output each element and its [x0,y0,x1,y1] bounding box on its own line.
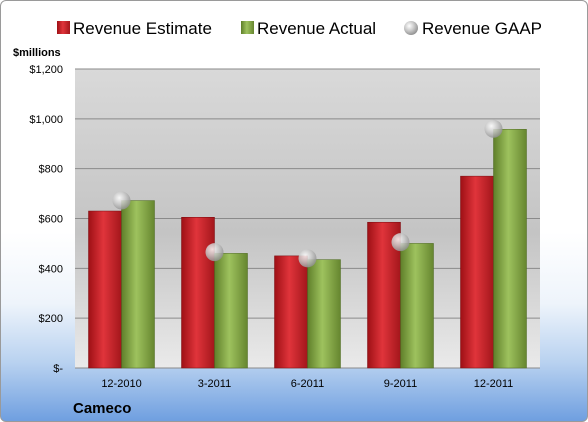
bar-revenue-estimate [181,217,215,369]
marker-revenue-gaap [484,119,503,138]
x-tick-label: 12-2010 [101,378,141,390]
y-tick-label: $- [53,363,63,375]
y-tick-label: $600 [39,214,63,226]
legend-item-revenue-actual: Revenue Actual [241,19,376,38]
legend-item-revenue-estimate: Revenue Estimate [57,19,212,38]
bar-revenue-estimate [88,210,122,369]
x-axis: 12-2010 3-2011 6-2011 9-2011 12-2011 [101,378,513,390]
y-tick-label: $1,000 [29,114,63,126]
legend-swatch-red [57,21,70,34]
y-tick-label: $400 [39,263,63,275]
bar-revenue-actual [400,243,434,369]
y-unit-label: $millions [13,47,61,59]
legend: Revenue Estimate Revenue Actual Revenue … [57,19,542,38]
marker-revenue-gaap [298,249,317,268]
y-tick-label: $200 [39,313,63,325]
legend-swatch-green [241,21,254,34]
legend-label-actual: Revenue Actual [257,19,376,38]
y-tick-label: $1,200 [29,64,63,76]
y-tick-label: $800 [39,164,63,176]
legend-swatch-grey [404,21,418,35]
y-axis: $- $200 $400 $600 $800 $1,000 $1,200 [29,64,63,375]
bar-revenue-estimate [460,175,494,369]
x-tick-label: 9-2011 [384,378,417,390]
bars [88,129,527,369]
marker-revenue-gaap [205,243,224,262]
company-label: Cameco [73,400,131,417]
marker-revenue-gaap [112,191,131,210]
marker-revenue-gaap [391,233,410,252]
bar-revenue-actual [307,259,341,369]
gaap-markers [112,119,503,268]
bar-revenue-estimate [274,255,308,369]
x-tick-label: 6-2011 [291,378,324,390]
bar-revenue-actual [121,200,155,369]
x-tick-label: 12-2011 [474,378,514,390]
bar-revenue-actual [493,129,527,369]
bar-revenue-actual [214,253,248,369]
legend-label-gaap: Revenue GAAP [422,19,542,38]
x-tick-label: 3-2011 [198,378,231,390]
legend-label-estimate: Revenue Estimate [73,19,212,38]
legend-item-revenue-gaap: Revenue GAAP [404,19,542,38]
